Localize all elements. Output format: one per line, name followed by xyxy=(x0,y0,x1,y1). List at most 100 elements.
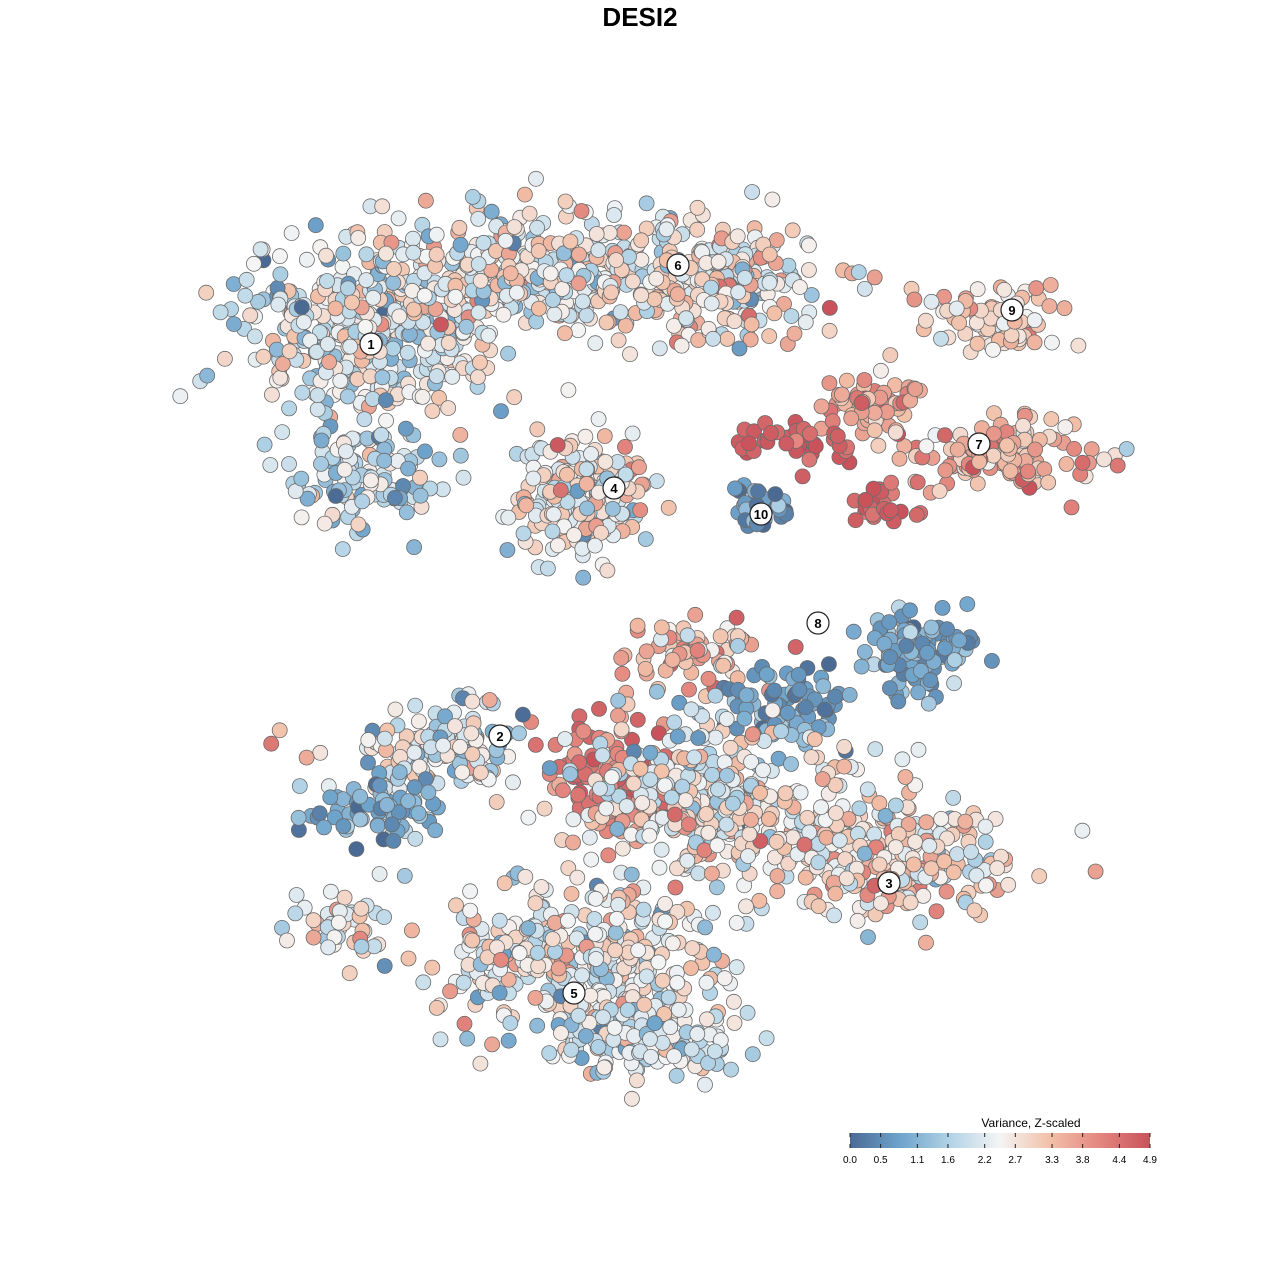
data-point xyxy=(1066,440,1082,457)
data-point xyxy=(769,883,786,900)
data-point xyxy=(472,272,489,289)
data-point xyxy=(570,322,586,339)
data-point xyxy=(493,952,509,968)
data-point xyxy=(920,695,937,712)
data-point xyxy=(623,866,640,883)
data-point xyxy=(996,281,1013,298)
data-point xyxy=(969,475,986,492)
data-point xyxy=(252,241,269,258)
data-point xyxy=(629,617,646,634)
data-point xyxy=(454,764,471,781)
data-point xyxy=(673,337,690,354)
data-point xyxy=(578,1028,594,1044)
data-point xyxy=(238,271,255,288)
data-point xyxy=(322,789,339,806)
data-point xyxy=(870,437,887,454)
data-point xyxy=(828,805,844,821)
data-point xyxy=(432,316,449,333)
data-point xyxy=(667,879,684,896)
data-point xyxy=(598,800,615,817)
data-point xyxy=(898,638,915,654)
data-point xyxy=(799,810,816,826)
data-point xyxy=(336,461,353,478)
data-point xyxy=(334,541,351,557)
data-point xyxy=(669,728,686,745)
data-point xyxy=(442,983,459,1000)
data-point xyxy=(428,226,445,243)
data-point xyxy=(456,1015,473,1032)
data-point xyxy=(634,795,651,811)
data-point xyxy=(563,886,580,902)
data-point xyxy=(897,769,914,785)
data-point xyxy=(581,829,598,846)
data-point xyxy=(262,457,279,473)
data-point xyxy=(279,932,295,949)
data-point xyxy=(606,1020,623,1036)
data-point xyxy=(853,395,870,411)
data-point xyxy=(738,687,755,704)
data-point xyxy=(246,328,263,345)
data-point xyxy=(843,410,860,427)
data-point xyxy=(882,680,898,696)
data-point xyxy=(718,711,735,727)
data-point xyxy=(1057,419,1074,436)
data-point xyxy=(668,1067,685,1084)
data-point xyxy=(871,856,888,873)
data-point xyxy=(308,343,325,360)
data-point xyxy=(397,420,414,437)
data-point xyxy=(616,224,632,241)
point-layer xyxy=(172,170,1135,1107)
data-point xyxy=(416,287,433,304)
data-point xyxy=(743,812,759,828)
data-point xyxy=(810,898,827,915)
data-point xyxy=(778,435,795,452)
data-point xyxy=(650,725,667,741)
data-point xyxy=(850,264,867,281)
data-point xyxy=(349,371,366,388)
data-point xyxy=(1027,441,1043,458)
data-point xyxy=(741,826,758,842)
data-point xyxy=(750,483,766,500)
data-point xyxy=(579,500,595,517)
data-point xyxy=(608,252,624,269)
data-point xyxy=(603,769,620,786)
data-point xyxy=(624,425,641,442)
legend-tick-label: 1.6 xyxy=(941,1155,955,1166)
data-point xyxy=(550,537,566,554)
data-point xyxy=(452,739,469,755)
data-point xyxy=(710,253,727,270)
data-point xyxy=(505,774,521,791)
data-point xyxy=(391,764,408,781)
data-point xyxy=(779,705,796,721)
data-point xyxy=(440,400,457,417)
data-point xyxy=(316,819,332,836)
data-point xyxy=(545,506,562,523)
data-point xyxy=(1040,474,1057,491)
data-point xyxy=(642,1031,658,1047)
data-point xyxy=(374,369,391,386)
data-point xyxy=(596,428,613,445)
data-point xyxy=(783,308,800,325)
data-point xyxy=(815,678,832,695)
data-point xyxy=(406,779,423,796)
data-point xyxy=(583,446,599,462)
data-point xyxy=(407,697,424,714)
data-point xyxy=(669,286,686,303)
data-point xyxy=(906,291,923,308)
data-point xyxy=(890,826,907,843)
data-point xyxy=(559,466,575,483)
data-point xyxy=(818,829,835,846)
data-point xyxy=(405,244,422,261)
data-point xyxy=(307,217,324,234)
data-point xyxy=(335,818,352,835)
data-point xyxy=(977,818,994,835)
data-point xyxy=(637,661,654,677)
data-point xyxy=(500,345,517,362)
data-point xyxy=(575,723,592,740)
data-point xyxy=(633,232,650,249)
data-point xyxy=(327,488,344,504)
data-point xyxy=(918,312,934,329)
data-point xyxy=(636,996,653,1013)
data-point xyxy=(281,400,298,417)
data-point xyxy=(373,426,390,443)
